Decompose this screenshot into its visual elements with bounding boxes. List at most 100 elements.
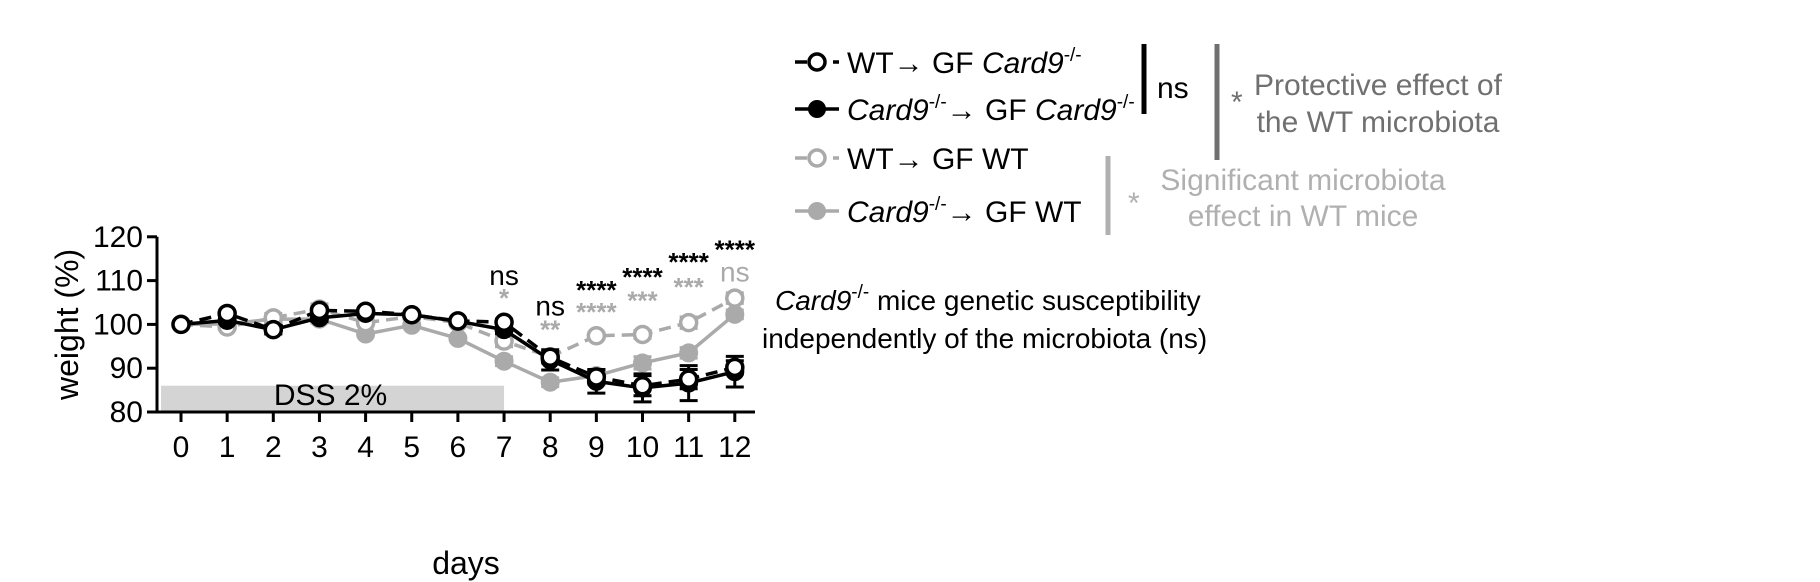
point-0 bbox=[586, 367, 607, 387]
legend-marker-0 bbox=[807, 52, 827, 72]
point-3 bbox=[633, 353, 652, 373]
legend-sup: -/- bbox=[929, 194, 947, 215]
protective-star: * bbox=[1231, 86, 1243, 119]
bracket-ns-label: ns bbox=[1157, 72, 1189, 105]
point-0 bbox=[171, 314, 191, 335]
legend: WT→ GF Card9-/-Card9-/-→ GF Card9-/-WT→ … bbox=[795, 44, 1503, 235]
point-0 bbox=[678, 369, 699, 389]
point-2 bbox=[632, 324, 653, 345]
x-tick-label: 6 bbox=[450, 431, 467, 464]
legend-part: GF WT bbox=[977, 196, 1082, 229]
point-0 bbox=[402, 305, 422, 325]
legend-part: WT bbox=[847, 47, 894, 80]
x-tick-label: 11 bbox=[673, 431, 704, 464]
signif-star: * bbox=[1128, 187, 1140, 220]
point-0 bbox=[448, 311, 468, 331]
footnote-italic: Card9 bbox=[775, 285, 851, 316]
x-tick-label: 7 bbox=[496, 431, 513, 464]
point-0 bbox=[309, 300, 330, 321]
significance-label: **** bbox=[668, 247, 709, 277]
dss-label: DSS 2% bbox=[274, 379, 387, 412]
point-0 bbox=[217, 303, 237, 324]
x-tick-label: 3 bbox=[311, 431, 328, 464]
legend-arrow: → bbox=[947, 94, 977, 127]
footnote-text: mice genetic susceptibility bbox=[869, 285, 1200, 316]
point-3 bbox=[540, 372, 560, 392]
legend-arrow: → bbox=[947, 196, 977, 229]
legend-sup: -/- bbox=[929, 92, 947, 113]
y-tick-label: 80 bbox=[110, 396, 143, 429]
significance-label: ns bbox=[535, 291, 565, 322]
point-2 bbox=[725, 288, 745, 308]
point-3 bbox=[679, 343, 699, 363]
legend-entry-3: Card9-/-→ GF WT bbox=[795, 194, 1082, 229]
x-tick-label: 9 bbox=[588, 431, 605, 464]
significance-label: **** bbox=[576, 297, 617, 327]
significance-label: **** bbox=[622, 262, 663, 292]
significance-label: ns bbox=[720, 256, 750, 287]
x-tick-label: 0 bbox=[173, 431, 190, 464]
legend-arrow: → bbox=[894, 143, 924, 176]
y-axis-title: weight (%) bbox=[49, 249, 85, 401]
significance-label: ** bbox=[540, 314, 561, 344]
footnote-line-1: Card9-/- mice genetic susceptibility bbox=[775, 282, 1201, 316]
point-0 bbox=[540, 347, 560, 367]
legend-sup: -/- bbox=[1064, 45, 1082, 66]
protective-note-line: the WT microbiota bbox=[1257, 106, 1500, 139]
legend-part: GF bbox=[924, 47, 982, 80]
x-tick-label: 1 bbox=[219, 431, 236, 464]
x-tick-label: 8 bbox=[542, 431, 559, 464]
legend-part: GF WT bbox=[924, 143, 1029, 176]
significance-label: *** bbox=[627, 286, 658, 316]
x-tick-label: 12 bbox=[718, 431, 751, 464]
legend-entry-1: Card9-/-→ GF Card9-/- bbox=[795, 92, 1135, 127]
legend-marker-2 bbox=[807, 148, 827, 168]
x-tick-label: 2 bbox=[265, 431, 282, 464]
legend-label-0: WT→ GF Card9-/- bbox=[847, 45, 1082, 80]
legend-marker-3 bbox=[808, 202, 826, 220]
point-3 bbox=[725, 304, 745, 324]
series-0 bbox=[171, 300, 745, 398]
plot-area: DSS 2% bbox=[161, 288, 745, 412]
y-tick-label: 100 bbox=[93, 308, 143, 341]
annotations: ns* ns****************************nsCard9… bbox=[489, 235, 1207, 354]
point-2 bbox=[678, 312, 699, 333]
legend-label-2: WT→ GF WT bbox=[847, 143, 1029, 176]
point-2 bbox=[586, 326, 607, 346]
footnote-sup: -/- bbox=[851, 282, 869, 303]
significance-label: ns bbox=[489, 260, 519, 291]
legend-part: Card9 bbox=[847, 196, 929, 229]
point-0 bbox=[355, 301, 376, 322]
protective-note-line: Protective effect of bbox=[1254, 69, 1503, 102]
y-tick-label: 90 bbox=[110, 352, 143, 385]
significance-label: *** bbox=[673, 272, 704, 302]
legend-part: Card9 bbox=[982, 47, 1064, 80]
y-tick-label: 110 bbox=[95, 265, 143, 298]
legend-part: Card9 bbox=[1035, 94, 1117, 127]
point-3 bbox=[494, 351, 514, 371]
legend-entry-0: WT→ GF Card9-/- bbox=[795, 45, 1082, 80]
dss-bar bbox=[161, 385, 505, 412]
x-tick-label: 5 bbox=[403, 431, 420, 464]
point-0 bbox=[725, 357, 745, 378]
legend-label-1: Card9-/-→ GF Card9-/- bbox=[847, 92, 1135, 127]
x-tick-label: 10 bbox=[626, 431, 659, 464]
signif-note-line: effect in WT mice bbox=[1188, 200, 1419, 233]
legend-sup: -/- bbox=[1117, 92, 1135, 113]
signif-note-line: Significant microbiota bbox=[1160, 164, 1445, 197]
point-0 bbox=[632, 375, 653, 396]
x-tick-label: 4 bbox=[357, 431, 374, 464]
legend-label-3: Card9-/-→ GF WT bbox=[847, 194, 1082, 229]
significance-label: **** bbox=[576, 275, 617, 305]
significance-label: * bbox=[499, 283, 510, 313]
point-0 bbox=[263, 319, 284, 340]
legend-marker-1 bbox=[808, 100, 826, 118]
legend-arrow: → bbox=[894, 47, 924, 80]
legend-part: WT bbox=[847, 143, 894, 176]
legend-part: GF bbox=[977, 94, 1035, 127]
footnote-line-2: independently of the microbiota (ns) bbox=[762, 323, 1207, 354]
y-tick-label: 120 bbox=[93, 221, 143, 254]
